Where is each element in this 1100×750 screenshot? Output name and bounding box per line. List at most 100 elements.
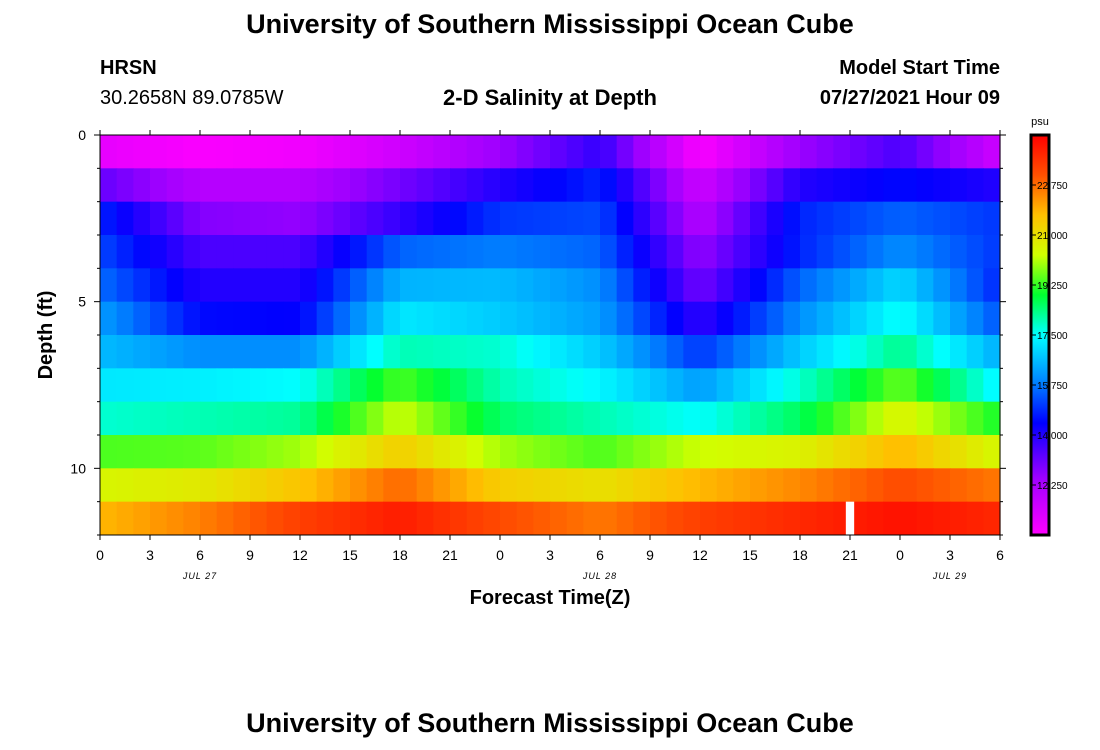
heatmap-cell	[716, 268, 734, 303]
heatmap-cell	[150, 335, 168, 369]
heatmap-cell	[283, 501, 301, 536]
heatmap-cell	[483, 301, 501, 336]
heatmap-cell	[750, 335, 768, 369]
heatmap-cell	[150, 501, 168, 536]
heatmap-cell	[416, 335, 434, 369]
heatmap-cell	[816, 468, 834, 503]
heatmap-cell	[383, 201, 401, 236]
heatmap-cell	[850, 235, 868, 269]
heatmap-cell	[783, 435, 801, 469]
heatmap-cell	[716, 335, 734, 369]
heatmap-cell	[866, 401, 884, 436]
heatmap-cell	[616, 201, 634, 236]
heatmap-cell	[950, 435, 968, 469]
heatmap-cell	[300, 168, 318, 203]
heatmap-cell	[733, 268, 751, 303]
heatmap-cell	[550, 368, 568, 403]
heatmap-cell	[100, 168, 118, 203]
heatmap-cell	[766, 301, 784, 336]
heatmap-cell	[433, 335, 451, 369]
plot-title: 2-D Salinity at Depth	[443, 85, 657, 110]
heatmap-cell	[500, 268, 518, 303]
heatmap-cell	[250, 401, 268, 436]
heatmap-cell	[950, 201, 968, 236]
heatmap-cell	[833, 368, 851, 403]
heatmap-cell	[916, 335, 934, 369]
heatmap-cell	[483, 168, 501, 203]
heatmap-cell	[783, 468, 801, 503]
heatmap-cell	[433, 468, 451, 503]
heatmap-cell	[233, 368, 251, 403]
heatmap-cells	[100, 135, 1001, 536]
heatmap-cell	[883, 368, 901, 403]
heatmap-cell	[333, 201, 351, 236]
heatmap-cell	[750, 201, 768, 236]
heatmap-cell	[200, 501, 218, 536]
heatmap-cell	[400, 268, 418, 303]
heatmap-cell	[716, 501, 734, 536]
heatmap-cell	[166, 401, 184, 436]
heatmap-cell	[733, 301, 751, 336]
heatmap-cell	[750, 235, 768, 269]
heatmap-cell	[600, 235, 618, 269]
heatmap-cell	[416, 468, 434, 503]
heatmap-cell	[816, 268, 834, 303]
heatmap-cell	[183, 135, 201, 169]
heatmap-cell	[900, 435, 918, 469]
heatmap-cell	[766, 468, 784, 503]
heatmap-cell	[750, 301, 768, 336]
heatmap-cell	[166, 201, 184, 236]
heatmap-cell	[750, 435, 768, 469]
heatmap-cell	[883, 135, 901, 169]
heatmap-cell	[316, 435, 334, 469]
heatmap-cell	[650, 501, 668, 536]
heatmap-cell	[983, 268, 1001, 303]
heatmap-cell	[300, 135, 318, 169]
heatmap-cell	[633, 501, 651, 536]
heatmap-cell	[100, 435, 118, 469]
heatmap-cell	[450, 335, 468, 369]
heatmap-cell	[866, 335, 884, 369]
heatmap-cell	[966, 268, 984, 303]
heatmap-cell	[400, 468, 418, 503]
heatmap-cell	[900, 401, 918, 436]
heatmap-cell	[183, 368, 201, 403]
colorbar-unit: psu	[1031, 116, 1049, 128]
heatmap-cell	[350, 135, 368, 169]
x-tick-label: 12	[692, 547, 708, 563]
heatmap-cell	[600, 168, 618, 203]
heatmap-cell	[833, 168, 851, 203]
heatmap-cell	[200, 135, 218, 169]
heatmap-cell	[833, 135, 851, 169]
heatmap-cell	[583, 201, 601, 236]
heatmap-cell	[783, 135, 801, 169]
heatmap-cell	[266, 368, 284, 403]
heatmap-cell	[933, 301, 951, 336]
heatmap-cell	[633, 201, 651, 236]
y-tick-label: 0	[78, 127, 86, 143]
heatmap-cell	[616, 401, 634, 436]
heatmap-cell	[666, 135, 684, 169]
heatmap-cell	[500, 201, 518, 236]
heatmap-cell	[800, 435, 818, 469]
heatmap-cell	[100, 201, 118, 236]
heatmap-cell	[166, 268, 184, 303]
heatmap-cell	[133, 368, 151, 403]
heatmap-cell	[466, 301, 484, 336]
heatmap-cell	[533, 301, 551, 336]
heatmap-cell	[433, 201, 451, 236]
heatmap-cell	[616, 468, 634, 503]
heatmap-cell	[433, 435, 451, 469]
heatmap-cell	[166, 468, 184, 503]
heatmap-cell	[650, 468, 668, 503]
heatmap-cell	[583, 168, 601, 203]
heatmap-cell	[533, 268, 551, 303]
heatmap-cell	[900, 201, 918, 236]
heatmap-cell	[783, 368, 801, 403]
heatmap-cell	[650, 235, 668, 269]
heatmap-cell	[866, 168, 884, 203]
heatmap-cell	[666, 368, 684, 403]
heatmap-cell	[483, 235, 501, 269]
heatmap-cell	[433, 135, 451, 169]
heatmap-cell	[700, 268, 718, 303]
